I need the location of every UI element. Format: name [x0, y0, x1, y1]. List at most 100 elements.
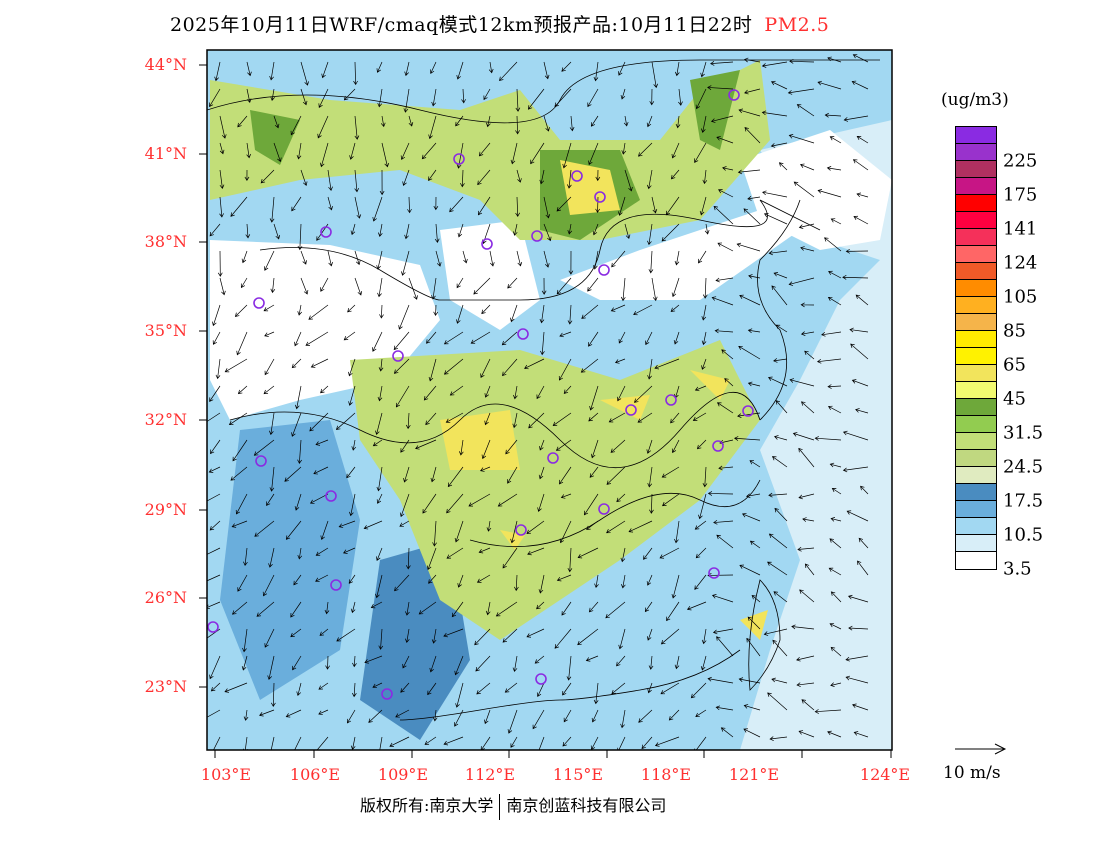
wind-arrow — [702, 169, 708, 185]
wind-arrow — [268, 412, 275, 436]
wind-arrow — [354, 196, 362, 219]
wind-arrow — [297, 304, 303, 316]
wind-arrow — [399, 493, 410, 518]
wind-arrow — [246, 61, 252, 77]
city-marker — [571, 170, 583, 182]
wind-arrow — [674, 655, 680, 670]
wind-arrow — [623, 115, 629, 127]
wind-arrow — [561, 61, 572, 72]
wind-arrow — [646, 169, 653, 190]
wind-arrow — [778, 162, 788, 171]
wind-arrow — [853, 731, 869, 738]
wind-arrow — [502, 358, 518, 377]
wind-arrow — [860, 485, 869, 495]
wind-arrow — [855, 294, 869, 306]
wind-arrow — [399, 520, 410, 527]
city-marker — [665, 394, 677, 406]
wind-arrow — [400, 142, 410, 161]
wind-arrow — [347, 304, 356, 313]
wind-arrow — [538, 466, 545, 480]
wind-arrow — [510, 520, 518, 544]
colorbar-swatch — [956, 484, 996, 501]
wind-arrow — [243, 547, 248, 567]
wind-arrow — [244, 169, 250, 182]
wind-arrow — [645, 331, 653, 346]
wind-arrow — [294, 331, 302, 347]
wind-arrow — [771, 285, 788, 306]
wind-arrow — [814, 709, 842, 714]
wind-arrow — [515, 88, 521, 112]
wind-arrow — [431, 628, 437, 644]
wind-arrow — [320, 385, 329, 394]
colorbar-swatch — [956, 195, 996, 212]
wind-arrow — [701, 331, 707, 346]
wind-arrow — [700, 115, 707, 133]
wind-arrow — [660, 628, 680, 645]
wind-arrow — [536, 682, 545, 698]
wind-arrow — [678, 88, 683, 106]
wind-arrow — [354, 277, 363, 296]
wind-arrow — [801, 699, 815, 711]
wind-arrow — [595, 196, 601, 214]
wind-arrow — [624, 169, 633, 192]
wind-arrow — [827, 384, 842, 389]
wind-arrow — [297, 439, 302, 464]
colorbar — [955, 126, 997, 570]
wind-arrow — [621, 142, 627, 155]
wind-arrow — [717, 242, 734, 252]
wind-arrow — [343, 88, 356, 101]
wind-arrow — [426, 331, 437, 344]
wind-arrow — [264, 331, 275, 337]
green-central — [350, 340, 760, 640]
wind-arrow — [654, 358, 680, 370]
wind-arrow — [649, 88, 655, 106]
wind-arrow — [768, 533, 788, 549]
wind-arrow — [478, 547, 491, 554]
wind-arrow — [714, 328, 734, 334]
wind-arrow — [300, 250, 307, 265]
wind-arrow — [315, 439, 329, 446]
wind-arrow — [449, 196, 464, 213]
wind-arrow — [826, 166, 842, 171]
lat-label: 38°N — [144, 232, 187, 251]
colorbar-label: 175 — [1003, 184, 1038, 206]
wind-arrow — [562, 142, 572, 169]
lon-label: 112°E — [464, 765, 516, 784]
city-marker — [594, 191, 606, 203]
wind-arrow — [241, 250, 248, 264]
wind-arrow — [291, 412, 302, 437]
wind-arrow — [266, 493, 275, 507]
wind-arrow — [394, 574, 410, 592]
wind-arrow — [477, 196, 491, 216]
wind-arrow — [292, 736, 302, 750]
wind-arrow — [846, 510, 869, 522]
wind-arrow — [694, 142, 707, 164]
wind-arrow — [543, 115, 550, 132]
wind-arrow — [618, 331, 626, 344]
wind-arrow — [610, 439, 626, 453]
colorbar-swatch — [956, 280, 996, 297]
wind-arrow — [484, 709, 491, 725]
wind-arrow — [235, 493, 248, 515]
wind-arrow — [747, 381, 761, 387]
wind-arrow — [788, 134, 815, 144]
wind-arrow — [787, 88, 815, 95]
colorbar-unit: (ug/m3) — [941, 90, 1009, 110]
wind-arrow — [354, 169, 360, 193]
city-marker — [625, 404, 637, 416]
wind-arrow — [237, 574, 248, 592]
wind-arrow — [418, 601, 437, 615]
wind-arrow — [831, 487, 842, 495]
wind-arrow — [770, 80, 788, 90]
wind-arrow — [646, 574, 653, 586]
wind-arrow — [483, 88, 491, 101]
wind-arrow — [724, 378, 734, 387]
wind-arrow — [804, 563, 815, 576]
wind-arrow — [577, 628, 599, 646]
wind-arrow — [614, 358, 626, 364]
wind-arrow — [647, 358, 653, 380]
colorbar-swatch — [956, 365, 996, 382]
wind-arrow — [763, 628, 788, 636]
wind-arrow — [512, 655, 518, 673]
wind-arrow — [431, 277, 437, 300]
